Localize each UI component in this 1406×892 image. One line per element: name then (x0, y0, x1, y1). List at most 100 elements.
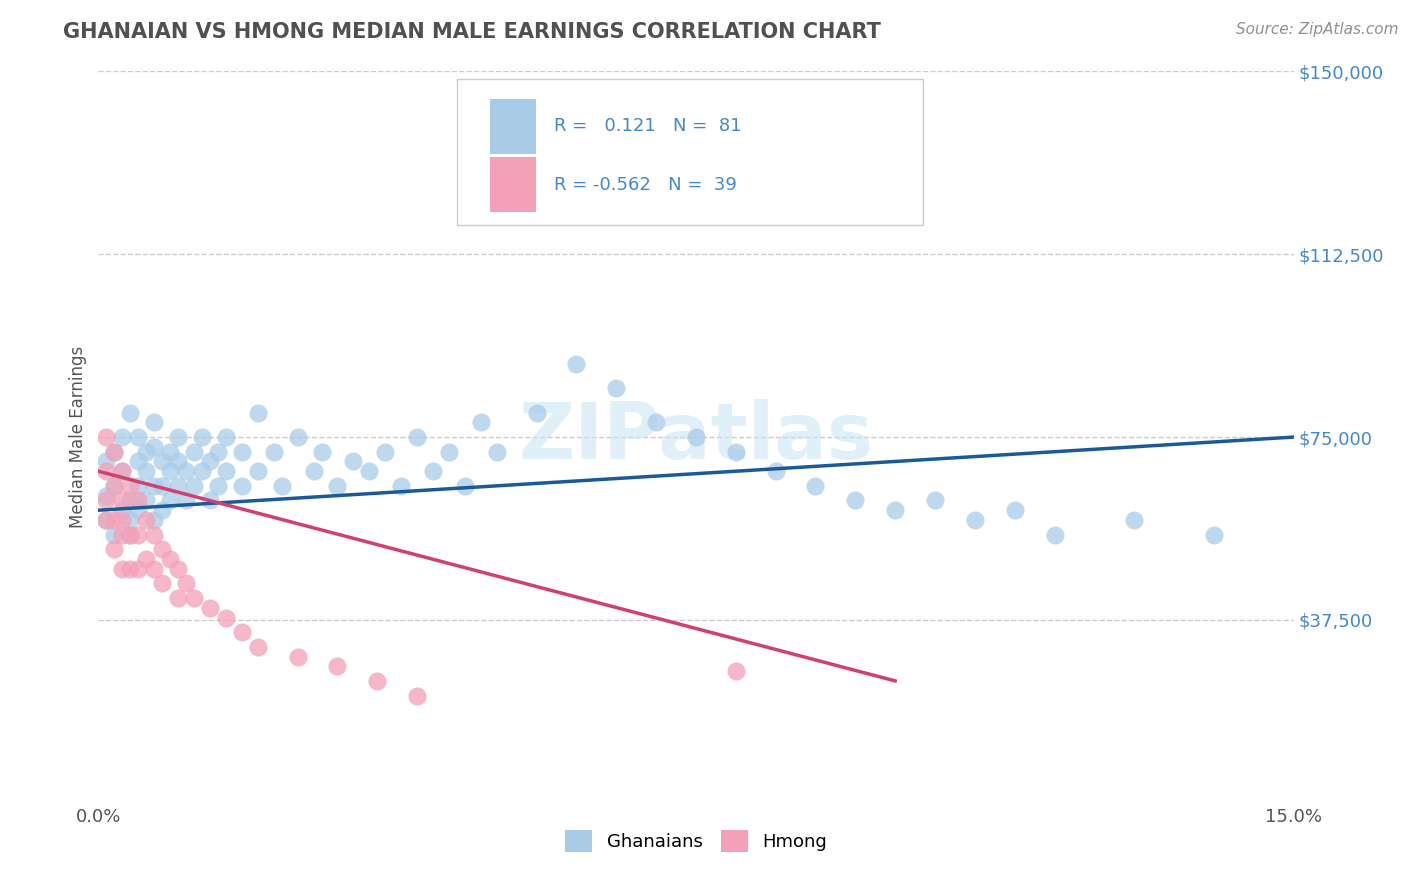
FancyBboxPatch shape (457, 78, 922, 225)
FancyBboxPatch shape (491, 157, 536, 212)
Point (96, 513, 118, 527)
Point (120, 562, 142, 576)
Point (96, 513, 118, 527)
Point (111, 503, 134, 517)
Y-axis label: Median Male Earnings: Median Male Earnings (69, 346, 87, 528)
Point (645, 416, 668, 430)
Point (143, 527, 166, 541)
Point (135, 493, 157, 508)
Point (127, 562, 149, 576)
Point (111, 513, 134, 527)
Point (120, 406, 142, 420)
Point (246, 406, 269, 420)
Text: R =   0.121   N =  81: R = 0.121 N = 81 (554, 117, 741, 136)
Point (127, 479, 149, 493)
Point (103, 513, 125, 527)
Point (143, 440, 166, 454)
Point (231, 444, 253, 458)
Point (135, 552, 157, 566)
Point (111, 493, 134, 508)
Point (422, 464, 444, 478)
Point (215, 464, 238, 478)
Point (96, 493, 118, 508)
Point (231, 479, 253, 493)
Point (485, 444, 508, 458)
Point (326, 479, 349, 493)
Point (263, 444, 285, 458)
Point (183, 479, 205, 493)
Point (302, 464, 325, 478)
Point (174, 576, 197, 591)
Point (159, 552, 181, 566)
Point (127, 430, 149, 444)
Point (183, 444, 205, 458)
Point (174, 464, 197, 478)
Point (215, 430, 238, 444)
Point (96, 464, 118, 478)
Point (406, 430, 429, 444)
Point (103, 479, 125, 493)
Point (246, 640, 269, 654)
Point (454, 479, 477, 493)
Point (287, 649, 309, 664)
Point (1004, 503, 1026, 517)
Point (1202, 527, 1225, 541)
Point (167, 430, 190, 444)
Point (159, 493, 181, 508)
Point (150, 576, 173, 591)
Point (470, 416, 492, 430)
Point (311, 444, 333, 458)
Point (167, 479, 190, 493)
Point (120, 493, 142, 508)
Point (135, 464, 157, 478)
Point (167, 562, 190, 576)
Point (159, 444, 181, 458)
Point (183, 591, 205, 605)
Point (150, 454, 173, 468)
Point (111, 464, 134, 478)
Point (96, 454, 118, 468)
Point (103, 444, 125, 458)
Point (406, 689, 429, 703)
Point (127, 503, 149, 517)
Point (366, 673, 388, 688)
Point (1123, 513, 1146, 527)
Point (804, 479, 827, 493)
Point (111, 464, 134, 478)
Point (526, 406, 548, 420)
Point (191, 430, 214, 444)
Point (215, 610, 238, 624)
Point (924, 493, 946, 508)
Text: ZIPatlas: ZIPatlas (519, 399, 873, 475)
Legend: Ghanaians, Hmong: Ghanaians, Hmong (558, 823, 834, 860)
Point (437, 444, 460, 458)
Point (359, 464, 381, 478)
Point (127, 493, 149, 508)
Point (605, 381, 627, 395)
Point (111, 562, 134, 576)
Point (111, 430, 134, 444)
Point (103, 542, 125, 557)
Point (565, 357, 588, 371)
Text: R = -0.562   N =  39: R = -0.562 N = 39 (554, 176, 737, 194)
Point (191, 464, 214, 478)
Point (103, 444, 125, 458)
Point (1043, 527, 1066, 541)
Point (143, 562, 166, 576)
Point (143, 513, 166, 527)
Point (963, 513, 986, 527)
Point (326, 659, 349, 673)
Point (270, 479, 292, 493)
Point (150, 479, 173, 493)
Point (150, 542, 173, 557)
Point (120, 527, 142, 541)
Point (103, 479, 125, 493)
Point (287, 430, 309, 444)
Point (135, 513, 157, 527)
Text: Source: ZipAtlas.com: Source: ZipAtlas.com (1236, 22, 1399, 37)
Point (198, 600, 221, 615)
Point (143, 416, 166, 430)
Point (884, 503, 907, 517)
Point (765, 464, 787, 478)
Point (120, 513, 142, 527)
